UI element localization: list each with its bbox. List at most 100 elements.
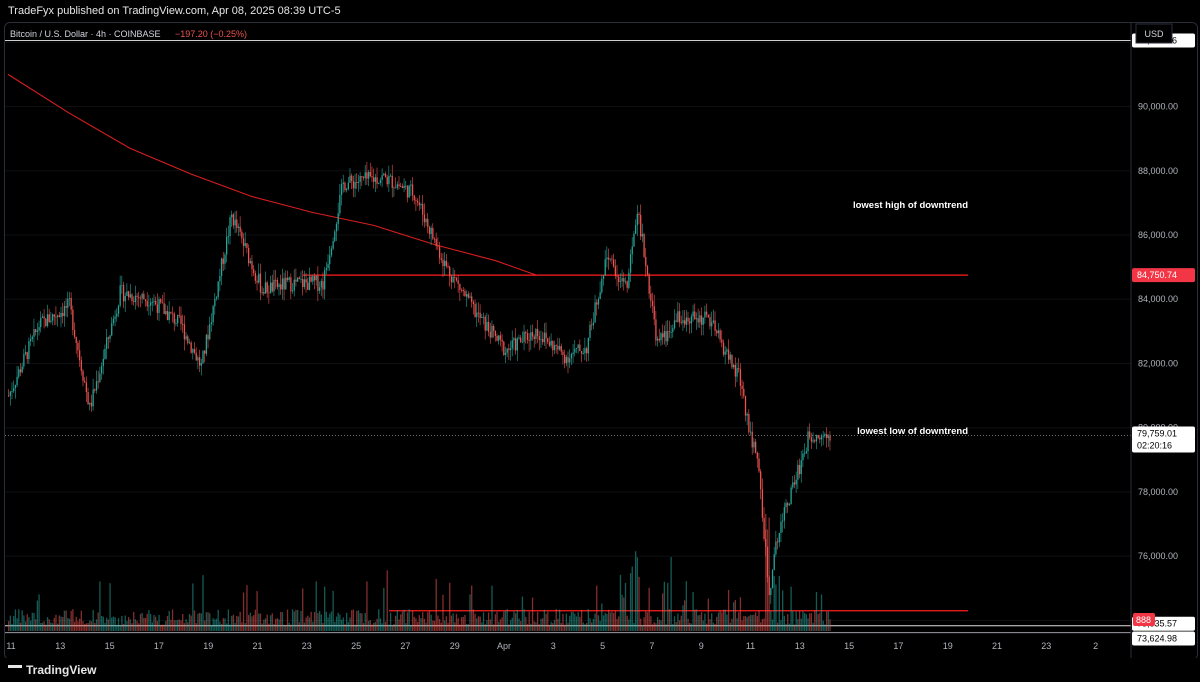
volume-bar: [795, 611, 797, 631]
volume-bar: [84, 624, 86, 631]
candle-body: [138, 296, 140, 298]
price-tick-label: 82,000.00: [1138, 358, 1178, 368]
time-axis[interactable]: 11 13 15 17 19 21 23 25 27 29 Apr 3 5 7 9 11 13 15 17 19 21 2…: [5, 632, 1131, 651]
price-axis-bg: [1131, 23, 1197, 659]
candle: [171, 306, 174, 323]
volume-bar: [513, 611, 515, 631]
volume-bar: [170, 619, 172, 631]
volume-bar: [320, 614, 322, 631]
candle: [180, 306, 182, 331]
volume-bar: [171, 609, 174, 631]
candle: [825, 427, 828, 448]
volume-bar: [626, 615, 628, 631]
volume-bar: [408, 609, 410, 631]
candle-body: [536, 328, 539, 337]
volume-bar: [43, 621, 45, 631]
volume-bar: [800, 618, 802, 631]
candle: [78, 340, 81, 367]
candle: [798, 458, 801, 479]
volume-bar: [692, 592, 694, 631]
volume-bar: [398, 619, 400, 631]
volume-bar: [535, 622, 537, 631]
candle-body: [567, 357, 569, 363]
volume-bar: [165, 620, 167, 631]
candle: [665, 321, 667, 347]
candle: [398, 176, 400, 190]
candle: [662, 324, 664, 345]
candle: [722, 339, 725, 357]
candle-body: [275, 279, 277, 281]
candle: [797, 459, 799, 489]
candle-body: [60, 312, 62, 318]
candle-body: [220, 258, 223, 276]
candle-body: [106, 337, 108, 349]
candle: [684, 310, 686, 328]
volume-bar: [236, 615, 238, 631]
volume-bar: [352, 609, 355, 631]
time-tick-label: 11: [6, 641, 15, 651]
candle: [751, 421, 753, 455]
volume-bar: [636, 557, 638, 631]
candle-body: [332, 241, 334, 249]
candle-body: [369, 171, 371, 177]
candle: [95, 370, 98, 394]
candle-body: [153, 300, 155, 303]
chart-frame[interactable]: 72,000.0074,000.0076,000.0078,000.0080,0…: [4, 22, 1198, 660]
candle: [342, 174, 344, 193]
volume-bar: [499, 619, 502, 631]
volume-bar: [589, 618, 591, 631]
candle: [584, 337, 586, 361]
candle-body: [547, 338, 549, 342]
candle-body: [452, 276, 454, 283]
volume-bar: [810, 613, 813, 631]
candle: [48, 308, 50, 323]
volume-bar: [629, 573, 632, 631]
volume-bar: [31, 612, 33, 631]
candle: [322, 272, 324, 299]
volume-bar: [38, 594, 40, 631]
candle-body: [798, 464, 801, 475]
candle: [536, 320, 539, 344]
candle: [239, 216, 241, 237]
volume-bar: [638, 576, 640, 631]
candle-body: [493, 325, 495, 331]
candle-body: [67, 298, 69, 308]
candle: [607, 248, 610, 270]
candle: [672, 324, 674, 338]
candle-body: [613, 259, 615, 267]
volume-bar: [26, 614, 28, 631]
candle-body: [359, 176, 361, 182]
candle-body: [171, 313, 174, 314]
candle-body: [721, 339, 723, 343]
candle-body: [352, 181, 355, 189]
volume-bar: [450, 615, 453, 631]
candle: [200, 358, 202, 376]
candle-body: [78, 350, 81, 361]
volume-bar: [542, 618, 544, 631]
candle: [489, 323, 491, 344]
candle: [817, 434, 819, 440]
volume-bar: [477, 616, 480, 631]
candle: [736, 362, 738, 383]
volume-bar: [122, 623, 125, 631]
time-tick-label: 2: [1093, 641, 1098, 651]
candle: [761, 478, 764, 522]
candle: [487, 314, 490, 337]
candle-body: [246, 243, 248, 248]
tradingview-logo[interactable]: TradingView: [8, 663, 96, 677]
candle-body: [596, 302, 598, 305]
price-chart[interactable]: 72,000.0074,000.0076,000.0078,000.0080,0…: [5, 23, 1197, 659]
price-axis[interactable]: 72,000.0074,000.0076,000.0078,000.0080,0…: [1130, 23, 1197, 659]
candle: [476, 302, 478, 327]
candle: [410, 180, 412, 197]
volume-bar: [482, 612, 485, 631]
candle-body: [814, 440, 816, 442]
candle-body: [126, 291, 128, 296]
annotation-lowest-high: lowest high of downtrend: [853, 200, 968, 211]
currency-box[interactable]: [1135, 23, 1173, 44]
volume-bar: [743, 616, 745, 631]
candle-body: [308, 276, 311, 290]
candle: [73, 322, 76, 339]
volume-bar: [660, 620, 662, 631]
volume-bar: [452, 613, 454, 631]
